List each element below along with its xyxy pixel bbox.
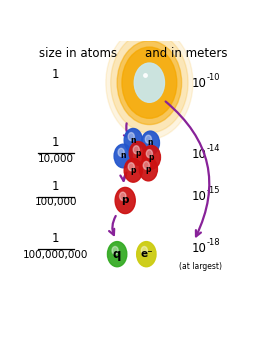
Text: 1: 1 bbox=[52, 232, 60, 245]
Circle shape bbox=[146, 150, 152, 158]
Circle shape bbox=[142, 146, 160, 169]
Text: 100,000: 100,000 bbox=[34, 197, 77, 207]
Text: 100,000,000: 100,000,000 bbox=[23, 250, 88, 260]
Text: 10,000: 10,000 bbox=[38, 154, 74, 164]
Circle shape bbox=[114, 144, 132, 168]
Circle shape bbox=[145, 135, 152, 143]
Circle shape bbox=[106, 26, 193, 139]
Circle shape bbox=[118, 148, 124, 156]
Text: -18: -18 bbox=[207, 238, 220, 247]
Circle shape bbox=[112, 246, 118, 255]
Text: -15: -15 bbox=[207, 186, 220, 194]
Text: 10: 10 bbox=[192, 78, 206, 90]
Circle shape bbox=[128, 133, 134, 141]
Circle shape bbox=[141, 246, 147, 255]
Circle shape bbox=[115, 187, 135, 214]
Text: p: p bbox=[121, 195, 129, 205]
Text: n: n bbox=[148, 138, 153, 148]
Text: 10: 10 bbox=[192, 148, 206, 161]
Circle shape bbox=[143, 162, 150, 169]
Text: p: p bbox=[149, 153, 154, 162]
Text: q: q bbox=[113, 248, 121, 261]
Text: 1: 1 bbox=[52, 136, 60, 150]
Circle shape bbox=[139, 157, 158, 181]
Circle shape bbox=[134, 63, 165, 102]
Circle shape bbox=[107, 242, 127, 267]
Text: 1: 1 bbox=[52, 180, 60, 193]
Circle shape bbox=[129, 141, 147, 165]
Text: p: p bbox=[135, 149, 141, 158]
Text: 1: 1 bbox=[52, 68, 60, 81]
Text: n: n bbox=[120, 152, 126, 160]
Circle shape bbox=[141, 131, 159, 155]
Text: and in meters: and in meters bbox=[145, 47, 228, 60]
Text: -14: -14 bbox=[207, 143, 220, 153]
Circle shape bbox=[120, 192, 126, 201]
Circle shape bbox=[124, 158, 142, 182]
Circle shape bbox=[137, 242, 156, 267]
Text: -10: -10 bbox=[207, 73, 220, 82]
Circle shape bbox=[124, 129, 142, 152]
Circle shape bbox=[133, 146, 139, 154]
Text: 10: 10 bbox=[192, 242, 206, 255]
Circle shape bbox=[122, 47, 177, 118]
Text: n: n bbox=[131, 136, 136, 145]
Text: p: p bbox=[146, 165, 151, 174]
Text: (at largest): (at largest) bbox=[179, 262, 222, 271]
Text: 10: 10 bbox=[192, 190, 206, 203]
Text: e⁻: e⁻ bbox=[140, 249, 153, 259]
Circle shape bbox=[128, 163, 134, 171]
Text: size in atoms: size in atoms bbox=[38, 47, 117, 60]
Text: p: p bbox=[131, 166, 136, 175]
Circle shape bbox=[117, 41, 182, 124]
Circle shape bbox=[111, 32, 188, 133]
